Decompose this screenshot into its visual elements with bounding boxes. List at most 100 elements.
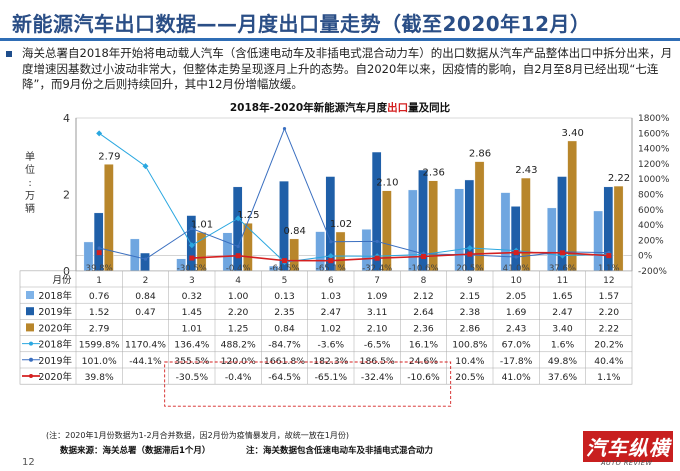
point-2020年 (606, 253, 612, 259)
page-title: 新能源汽车出口数据——月度出口量走势（截至2020年12月） (12, 12, 591, 36)
table-row-label: 2020年 (38, 371, 72, 383)
bar-2020年-12 (613, 185, 624, 272)
table-cell: -44.1% (129, 356, 162, 367)
table-cell: 41.0% (502, 372, 531, 383)
table-cell: -64.5% (268, 372, 301, 383)
x-tick-label: 9 (467, 276, 473, 286)
bar-2020年-1 (104, 164, 114, 272)
table-cell: -30.5% (176, 372, 209, 383)
point-2019年 (143, 257, 148, 261)
line-point-label: -0.4% (226, 264, 251, 274)
table-cell: 49.8% (548, 356, 577, 367)
chart-title: 2018年-2020年新能源汽车月度出口量及同比 (230, 101, 451, 114)
legend-key-2019年 (26, 307, 34, 316)
table-cell: -3.6% (317, 340, 344, 351)
y-axis-label-char: 万 (25, 191, 35, 202)
point-2020年 (421, 254, 426, 260)
table-cell: 355.5% (174, 356, 209, 367)
table-cell: 1599.8% (79, 340, 120, 351)
bar-2020年-7 (382, 190, 392, 272)
table-cell: 40.4% (594, 356, 623, 367)
point-2018年 (142, 163, 149, 170)
bar-value-label: 0.84 (284, 226, 306, 237)
x-tick-label: 7 (374, 276, 380, 286)
table-cell: 1170.4% (125, 340, 166, 351)
y-tick-label: 4 (63, 112, 70, 125)
table-cell: 1.69 (506, 307, 527, 318)
table-cell: 1.45 (182, 307, 203, 318)
table-cell: 2.20 (228, 307, 249, 318)
point-2020年 (513, 250, 519, 256)
point-2020年 (235, 253, 241, 259)
table-cell: -65.1% (315, 372, 348, 383)
table-cell: 0.84 (274, 323, 295, 334)
footnote: (注：2020年1月份数据为1-2月合并数据，因2月份为疫情暴发月，故统一放在1… (46, 431, 349, 440)
y2-tick-label: 200% (638, 236, 664, 246)
table-cell: 2.10 (367, 323, 388, 334)
table-cell: 1.1% (597, 372, 621, 383)
point-2019年 (190, 226, 194, 231)
brand-logo: 汽车纵横 AUTO REVIEW (583, 431, 675, 469)
bar-2018年-10 (500, 192, 511, 272)
line-point-label: -32.4% (362, 264, 392, 274)
table-cell: 16.1% (409, 340, 438, 351)
line-2018年 (98, 132, 609, 263)
point-2020年 (189, 255, 195, 261)
point-2018年 (327, 252, 334, 259)
intro-text: 海关总署自2018年开始将电动载人汽车（含低速电动车及非插电式混合动力车）的出口… (22, 46, 673, 92)
line-point-label: 1.1% (598, 264, 620, 274)
intro-block: 海关总署自2018年开始将电动载人汽车（含低速电动车及非插电式混合动力车）的出口… (6, 46, 674, 93)
bar-value-label: 1.02 (330, 219, 352, 230)
point-2019年 (375, 239, 379, 244)
y2-tick-label: -200% (638, 267, 667, 277)
table-cell: -10.6% (407, 372, 440, 383)
x-tick-label: 12 (603, 276, 614, 286)
y-axis-label-char: : (28, 178, 31, 189)
y-axis-label-char: 单 (25, 151, 35, 163)
table-cell: 24.6% (409, 356, 438, 367)
table-row-label: 2018年 (38, 290, 72, 302)
point-2018年 (96, 130, 103, 137)
table-cell: -32.4% (361, 372, 394, 383)
y-axis-label-char: 辆 (25, 202, 35, 215)
table-cell: -84.7% (268, 340, 301, 351)
note-text: 注：海关数据包含低速电动车及非插电式混合动力 (246, 446, 434, 456)
table-cell: 1.09 (367, 291, 388, 302)
table-cell: 20.2% (594, 340, 623, 351)
table-cell: 0.76 (89, 291, 110, 302)
table-row-label: 2019年 (38, 355, 72, 367)
table-cell: 2.20 (599, 307, 620, 318)
bar-value-label: 2.79 (98, 151, 120, 162)
table-cell: -6.5% (364, 340, 391, 351)
x-tick-label: 5 (282, 276, 288, 286)
table-cell: 0.84 (135, 291, 156, 302)
table-cell: 37.6% (548, 372, 577, 383)
table-cell: -0.4% (225, 372, 252, 383)
table-cell: 186.5% (360, 356, 395, 367)
bar-2020年-10 (521, 177, 531, 272)
line-point-label: -30.5% (177, 264, 207, 274)
table-cell: 2.15 (460, 291, 481, 302)
table-row-label: 2018年 (38, 339, 72, 351)
table-cell: 2.38 (460, 307, 481, 318)
table-cell: 1.00 (228, 291, 249, 302)
table-cell: 2.64 (413, 307, 434, 318)
legend-marker-2020年 (29, 374, 33, 378)
table-cell: 100.8% (452, 340, 487, 351)
table-cell: 1.52 (89, 307, 109, 318)
line-point-label: -10.6% (408, 264, 438, 274)
bar-2018年-12 (593, 210, 603, 272)
table-cell: 2.47 (552, 307, 573, 318)
y2-tick-label: 1600% (638, 129, 670, 139)
bar-value-label: 2.36 (423, 168, 445, 179)
y-axis-label-char: 位 (25, 163, 35, 176)
x-tick-label: 3 (189, 276, 195, 286)
legend-marker-2019年 (29, 357, 33, 362)
point-2020年 (96, 250, 102, 256)
bar-2019年-9 (464, 179, 475, 272)
table-cell: 2.43 (506, 323, 527, 334)
y2-tick-label: 1000% (638, 175, 670, 185)
table-cell: 2.47 (321, 307, 342, 318)
bar-value-label: 1.25 (237, 210, 259, 221)
